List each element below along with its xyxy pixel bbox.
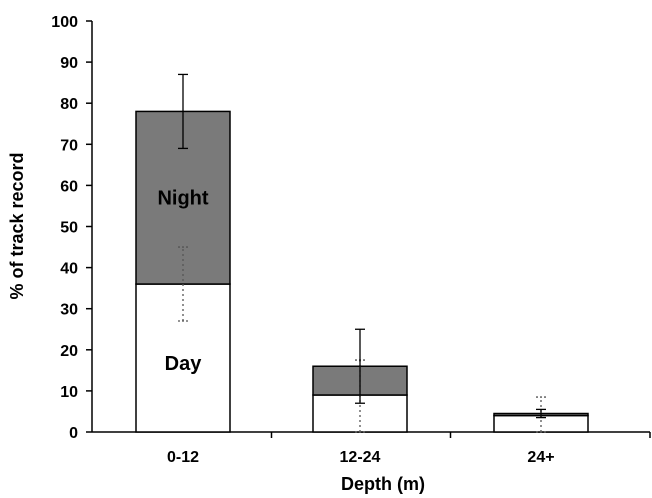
x-tick-label: 0-12 xyxy=(167,449,199,466)
y-tick-label: 100 xyxy=(51,14,78,31)
bar-label-night: Night xyxy=(157,188,208,210)
plot-area: 0 10 20 30 40 50 60 70 80 90 100 0-12 12-24 24+ Night D… xyxy=(51,14,651,466)
y-axis-title: % of track record xyxy=(7,152,27,299)
x-tick-label: 24+ xyxy=(527,449,554,466)
y-tick-label: 80 xyxy=(60,96,78,113)
bar-label-day: Day xyxy=(165,353,203,375)
x-tick-label: 12-24 xyxy=(340,449,381,466)
y-tick-label: 10 xyxy=(60,384,78,401)
y-tick-label: 30 xyxy=(60,302,78,319)
x-axis-title: Depth (m) xyxy=(341,474,425,494)
y-tick-label: 70 xyxy=(60,137,78,154)
y-tick-label: 90 xyxy=(60,55,78,72)
y-tick-label: 50 xyxy=(60,220,78,237)
y-tick-label: 0 xyxy=(69,425,78,442)
y-tick-label: 60 xyxy=(60,178,78,195)
y-tick-label: 20 xyxy=(60,343,78,360)
y-tick-label: 40 xyxy=(60,261,78,278)
bar-day-0-12 xyxy=(135,283,231,433)
